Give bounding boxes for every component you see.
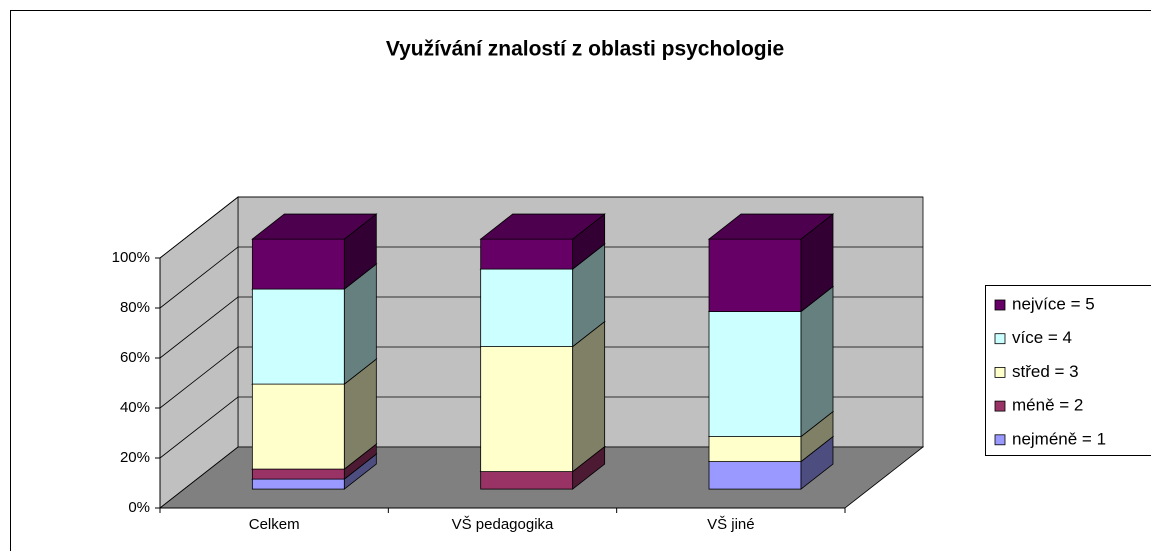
x-tick-label: VŠ jiné <box>707 516 755 533</box>
bar-top <box>479 213 606 240</box>
legend-swatch <box>994 400 1006 412</box>
legend-label: nejvíce = 5 <box>1012 294 1095 313</box>
bar-segment <box>251 468 345 480</box>
grid-line <box>159 196 923 259</box>
bar-segment <box>480 471 574 490</box>
chart-title: Využívání znalostí z oblasti psychologie <box>386 38 784 61</box>
legend-box <box>985 285 1151 456</box>
bar-segment <box>708 238 802 312</box>
bar-segment <box>251 288 345 385</box>
y-tick-label: 80% <box>120 299 150 316</box>
x-tick-label: VŠ pedagogika <box>452 516 554 533</box>
y-tick-label: 0% <box>128 499 150 516</box>
bar-side <box>800 285 834 438</box>
x-tick-label: Celkem <box>249 516 300 533</box>
bar-segment <box>251 478 345 490</box>
bar-top <box>707 213 835 240</box>
legend-label: střed = 3 <box>1012 362 1079 381</box>
grid-line <box>159 396 923 459</box>
bar-segment <box>480 346 574 472</box>
legend-swatch <box>994 299 1006 311</box>
bar-side <box>572 320 606 473</box>
legend-swatch <box>994 366 1006 378</box>
bar-segment <box>708 311 802 437</box>
y-tick-label: 20% <box>120 449 150 466</box>
bar-top <box>251 213 378 240</box>
bar-segment <box>708 461 802 490</box>
bar-segment <box>251 383 345 470</box>
legend-label: nejméně = 1 <box>1012 429 1106 448</box>
bar-segment <box>480 268 574 347</box>
grid-line <box>159 296 923 359</box>
legend-label: méně = 2 <box>1012 396 1083 415</box>
legend-swatch <box>994 434 1006 446</box>
legend-swatch <box>994 333 1006 345</box>
y-tick-label: 40% <box>120 399 150 416</box>
legend-label: více = 4 <box>1012 328 1072 347</box>
bar-segment <box>251 238 345 290</box>
y-tick-label: 100% <box>112 249 150 266</box>
bar-segment <box>708 436 802 462</box>
bar-segment <box>480 238 574 270</box>
grid-line <box>159 346 923 409</box>
grid-line <box>159 246 923 309</box>
y-tick-label: 60% <box>120 349 150 366</box>
